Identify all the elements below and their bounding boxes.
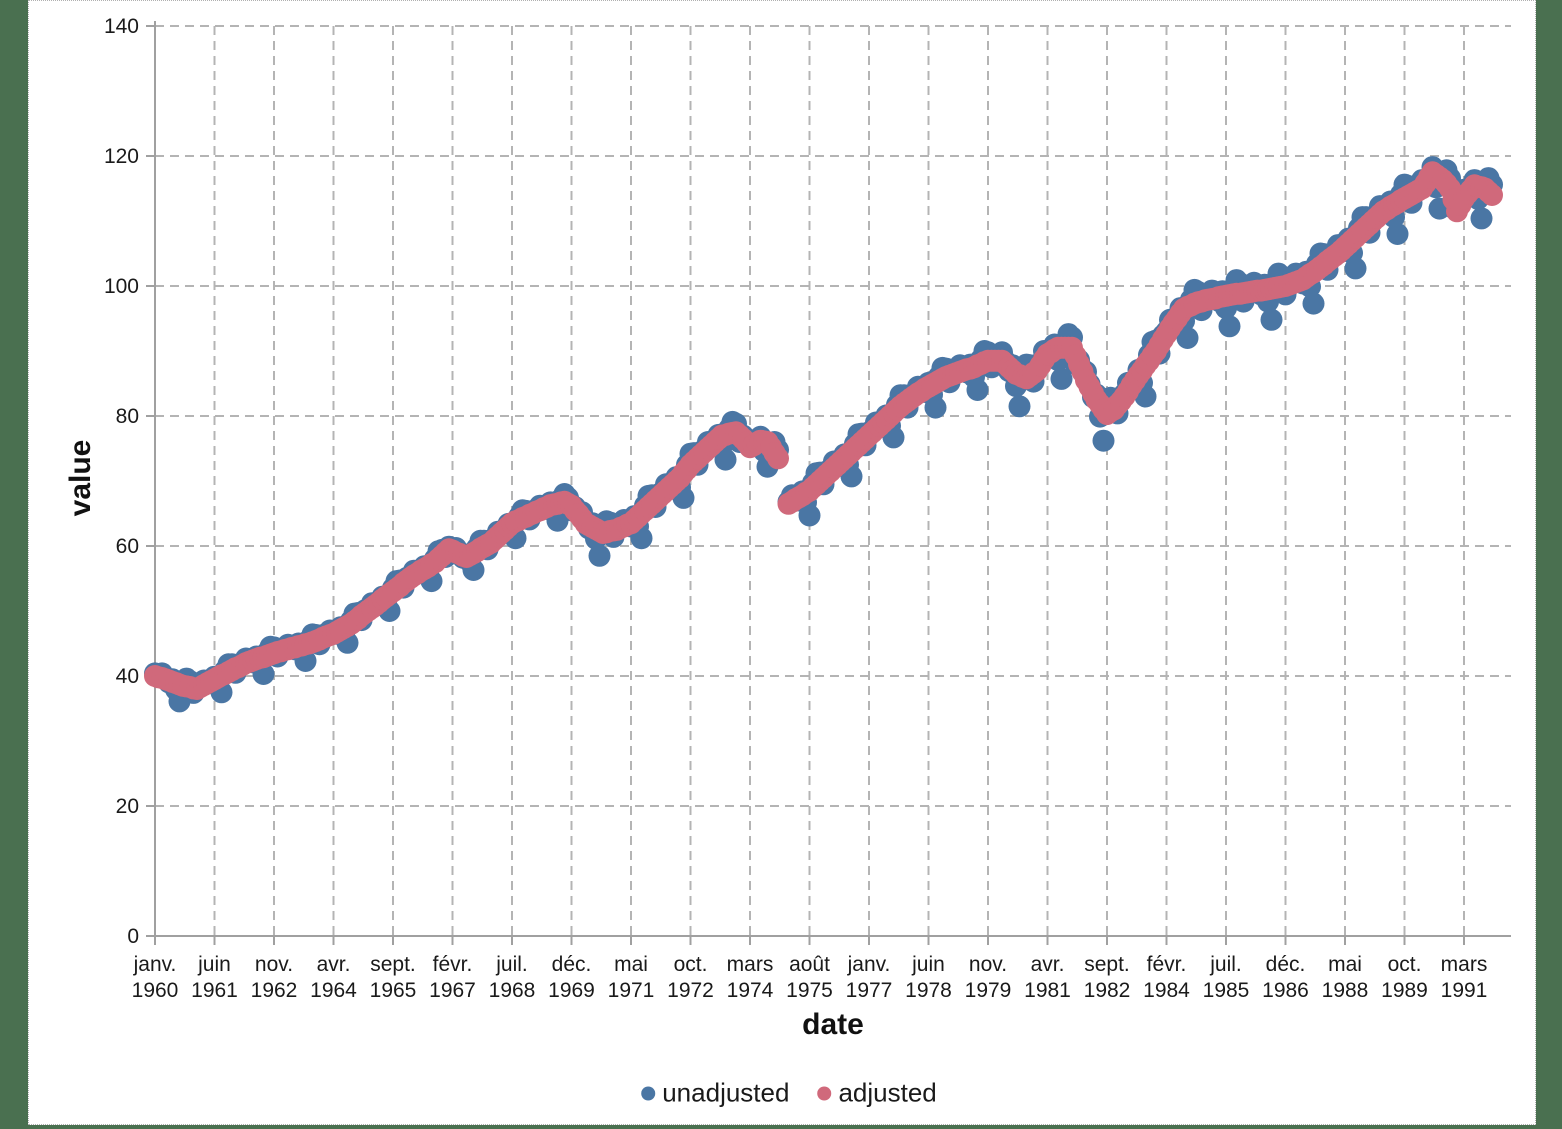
x-tick-label-month: sept. — [1084, 953, 1130, 976]
x-tick-label-month: mai — [1328, 953, 1362, 976]
series-adjusted — [144, 161, 1503, 700]
x-tick-label-year: 1978 — [905, 979, 952, 1002]
x-tick-label-year: 1965 — [370, 979, 417, 1002]
x-tick-label-year: 1989 — [1381, 979, 1428, 1002]
x-tick-label-year: 1975 — [786, 979, 833, 1002]
chart-panel: 0 20 40 60 80 100 120 140 janv. 1960 juin 1961 nov. 1… — [28, 0, 1536, 1125]
x-tick-label-year: 1968 — [489, 979, 536, 1002]
x-tick-label-month: nov. — [969, 953, 1007, 976]
x-tick-label-month: avr. — [1031, 953, 1065, 976]
y-tick-label: 0 — [127, 925, 139, 948]
x-tick-label-year: 1964 — [310, 979, 357, 1002]
x-tick-label-month: févr. — [433, 953, 473, 976]
x-tick-label-month: août — [789, 953, 830, 976]
x-tick-label-year: 1991 — [1441, 979, 1488, 1002]
y-gridlines — [155, 25, 1511, 807]
x-tick-label-year: 1982 — [1084, 979, 1131, 1002]
axes — [146, 21, 1511, 945]
y-axis-title: value — [64, 439, 97, 517]
x-tick-label-year: 1981 — [1024, 979, 1071, 1002]
y-tick-label: 120 — [104, 145, 139, 168]
x-tick-label-month: juin — [911, 953, 945, 976]
x-tick-label-year: 1974 — [727, 979, 774, 1002]
x-tick-label-month: juil. — [495, 953, 528, 976]
x-tick-label-year: 1971 — [608, 979, 655, 1002]
x-tick-label-year: 1967 — [429, 979, 476, 1002]
x-tick-label-year: 1984 — [1143, 979, 1190, 1002]
x-gridlines — [213, 26, 1465, 936]
x-tick-label-month: juil. — [1209, 953, 1242, 976]
x-tick-label-month: oct. — [674, 953, 708, 976]
x-tick-label-month: janv. — [847, 953, 891, 976]
legend-label-adjusted: adjusted — [838, 1077, 937, 1108]
x-tick-label-year: 1961 — [191, 979, 238, 1002]
y-tick-label: 140 — [104, 15, 139, 38]
x-tick-label-month: juin — [197, 953, 231, 976]
x-tick-label-month: avr. — [317, 953, 351, 976]
legend-label-unadjusted: unadjusted — [662, 1077, 790, 1108]
tick-labels: 0 20 40 60 80 100 120 140 janv. 1960 juin 1961 nov. 1… — [104, 15, 1487, 1002]
x-tick-label-month: mars — [1441, 953, 1488, 976]
x-tick-label-month: janv. — [133, 953, 177, 976]
x-tick-label-year: 1972 — [667, 979, 714, 1002]
x-tick-label-month: mars — [727, 953, 774, 976]
x-tick-label-year: 1969 — [548, 979, 595, 1002]
x-tick-label-month: févr. — [1147, 953, 1187, 976]
legend-dot-adjusted — [817, 1086, 832, 1100]
x-tick-label-month: oct. — [1388, 953, 1422, 976]
x-tick-label-month: déc. — [552, 953, 592, 976]
y-tick-label: 100 — [104, 275, 139, 298]
y-tick-label: 80 — [116, 405, 139, 428]
x-axis-title: date — [802, 1008, 864, 1041]
x-tick-label-year: 1977 — [846, 979, 893, 1002]
legend: unadjusted adjusted — [641, 1078, 937, 1109]
y-tick-label: 20 — [116, 795, 139, 818]
y-tick-label: 40 — [116, 665, 139, 688]
x-tick-label-year: 1960 — [132, 979, 179, 1002]
legend-item-adjusted: adjusted — [817, 1077, 937, 1109]
x-tick-label-month: déc. — [1266, 953, 1306, 976]
legend-dot-unadjusted — [641, 1086, 656, 1100]
legend-item-unadjusted: unadjusted — [641, 1078, 789, 1109]
y-tick-label: 60 — [116, 535, 139, 558]
x-tick-label-month: sept. — [370, 953, 416, 976]
x-tick-label-year: 1985 — [1203, 979, 1250, 1002]
x-tick-label-year: 1962 — [251, 979, 298, 1002]
x-tick-label-month: nov. — [255, 953, 293, 976]
scatter-plot: 0 20 40 60 80 100 120 140 janv. 1960 juin 1961 nov. 1… — [104, 15, 1511, 1002]
x-tick-label-year: 1979 — [965, 979, 1012, 1002]
x-tick-label-month: mai — [614, 953, 648, 976]
x-tick-label-year: 1986 — [1262, 979, 1309, 1002]
x-tick-label-year: 1988 — [1322, 979, 1369, 1002]
